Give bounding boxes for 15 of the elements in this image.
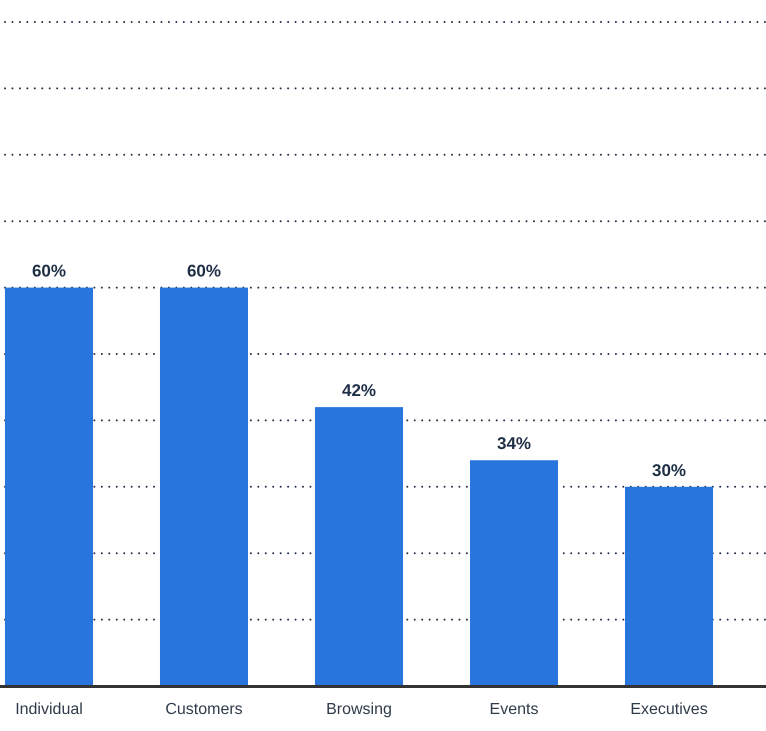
bar <box>160 288 248 686</box>
data-label: 42% <box>342 381 376 400</box>
x-tick-label: Executives <box>630 701 708 718</box>
data-label: 34% <box>496 434 532 454</box>
x-tick-label: Browsing <box>326 701 392 718</box>
x-tick-label: Events <box>490 701 538 718</box>
data-label: 30% <box>652 460 686 480</box>
data-label: 60% <box>32 262 66 281</box>
bar <box>470 460 558 686</box>
bar <box>4 288 94 686</box>
bar <box>314 407 404 686</box>
data-label: 60% <box>186 262 222 281</box>
x-tick-label: Individual <box>15 701 83 718</box>
x-tick-label: Customers <box>165 701 243 718</box>
bar <box>624 486 714 686</box>
